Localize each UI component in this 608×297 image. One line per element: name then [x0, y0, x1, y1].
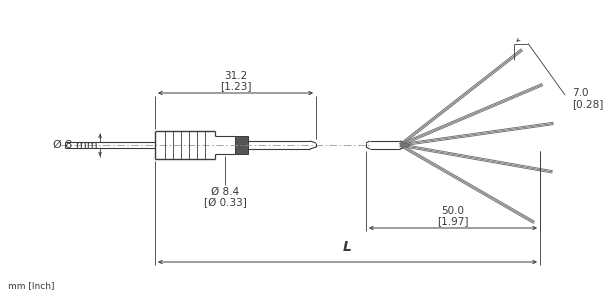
Text: Ø 8 mm: Ø 8 mm [54, 140, 98, 150]
Polygon shape [235, 136, 248, 154]
Text: 31.2: 31.2 [224, 71, 247, 81]
Text: L: L [343, 240, 352, 254]
Text: [1.97]: [1.97] [437, 216, 469, 226]
Text: [Ø 0.33]: [Ø 0.33] [204, 198, 246, 208]
Text: [1.23]: [1.23] [219, 81, 251, 91]
Text: mm [Inch]: mm [Inch] [8, 281, 55, 290]
Text: [0.28]: [0.28] [572, 99, 603, 109]
Text: 7.0: 7.0 [572, 88, 589, 98]
Text: 50.0: 50.0 [441, 206, 465, 216]
Text: Ø 8.4: Ø 8.4 [211, 187, 239, 197]
